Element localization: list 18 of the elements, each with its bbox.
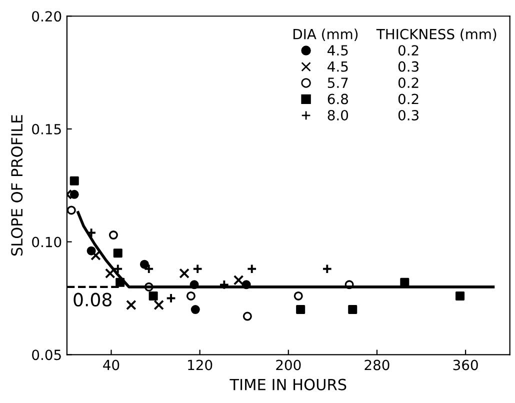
y-tick-label: 0.20 <box>32 11 62 22</box>
y-tick-label: 0.05 <box>32 350 61 360</box>
ref-line-label: 0.08 <box>74 292 112 306</box>
y-tick-label: 0.15 <box>32 124 61 134</box>
x-tick-label: 120 <box>188 360 212 370</box>
x-tick-label: 40 <box>103 360 120 370</box>
y-tick-label: 0.10 <box>32 236 62 248</box>
legend-label: 4.5 0.2 <box>328 45 418 56</box>
x-axis-title: TIME IN HOURS <box>230 378 346 390</box>
legend-label: 8.0 0.3 <box>328 110 418 120</box>
y-axis-title: SLOPE OF PROFILE <box>11 115 23 256</box>
legend-label: 6.8 0.2 <box>328 94 418 104</box>
x-tick-label: 280 <box>364 360 390 370</box>
legend-title: DIA (mm) THICKNESS (mm) <box>294 28 496 42</box>
legend-label: 5.7 0.2 <box>328 78 418 88</box>
x-tick-label: 360 <box>453 360 478 370</box>
x-tick-label: 200 <box>276 360 301 370</box>
legend-label: 4.5 0.3 <box>328 61 418 72</box>
